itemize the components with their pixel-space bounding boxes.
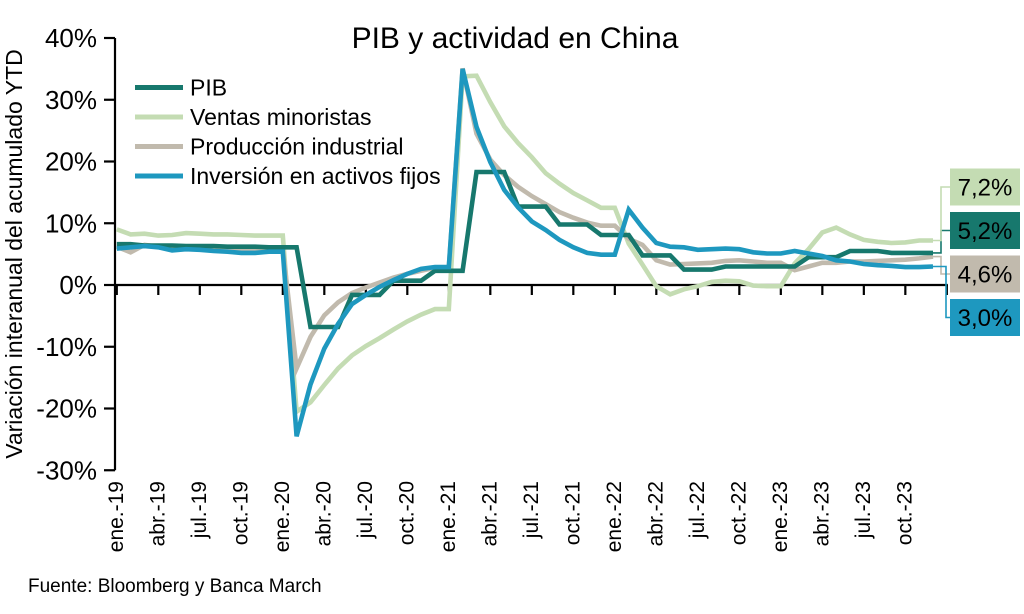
x-tick-label: jul.-22 [686,481,709,539]
x-tick-label: oct.-23 [893,481,916,545]
end-label-text-ventas-minoristas: 7,2% [958,175,1013,202]
x-tick-label: abr.-19 [146,481,169,546]
x-tick-label: ene.-22 [603,481,626,552]
x-tick-label: abr.-20 [312,481,335,546]
end-label-leader-lines [933,186,950,319]
source-caption: Fuente: Bloomberg y Banca March [28,576,322,597]
y-tick-label: 0% [59,270,97,300]
end-label-pib: 5,2% [950,212,1020,249]
y-tick-label: 30% [45,85,97,115]
y-tick-label: 10% [45,208,97,238]
end-label-produccion-industrial: 4,6% [950,255,1020,293]
series-line-pib [116,169,933,330]
series-line-produccion-industrial [115,67,934,378]
x-tick-label: oct.-22 [727,481,750,545]
legend-label-inversion-activos-fijos: Inversión en activos fijos [190,163,441,189]
x-tick-label: ene.-23 [769,481,792,552]
x-tick-label: abr.-23 [810,481,833,546]
x-tick-label: abr.-22 [644,481,667,546]
end-label-text-pib: 5,2% [958,218,1013,245]
y-tick-label: 40% [45,23,97,53]
end-label-box-produccion-industrial [950,255,1020,293]
legend-item-inversion-activos-fijos: Inversión en activos fijos [135,163,441,189]
x-tick-label: abr.-21 [478,481,501,546]
annotations: PIB y actividad en China Variación inter… [1,22,1020,597]
y-tick-label: 20% [45,147,97,177]
legend-item-pib: PIB [135,75,227,101]
y-axis-title: Variación interanual del acumulado YTD [1,49,27,459]
end-label-leader-inversion-activos-fijos [933,265,950,319]
x-tick-label: jul.-21 [520,481,543,539]
legend-item-produccion-industrial: Producción industrial [135,134,404,160]
series-line-inversion-activos-fijos [116,68,934,437]
legend-label-ventas-minoristas: Ventas minoristas [190,104,372,130]
y-tick-label: -10% [36,332,97,362]
end-label-leader-pib [933,229,950,254]
end-label-leader-produccion-industrial [933,255,950,275]
y-tick-label: -30% [36,455,97,485]
series-line-ventas-minoristas [116,73,933,416]
chart-title: PIB y actividad en China [352,22,679,55]
series-lines [115,67,934,437]
end-label-leader-ventas-minoristas [933,186,950,242]
end-label-ventas-minoristas: 7,2% [950,168,1020,206]
end-label-text-produccion-industrial: 4,6% [958,262,1013,289]
x-tick-label: oct.-21 [561,481,584,545]
x-tick-label: jul.-19 [188,481,211,539]
legend: PIB Ventas minoristas Producción industr… [135,75,441,189]
axes: 40% 30% 20% 10% 0% -10% -20% -30% ene.-19 abr.-19… [36,23,948,552]
x-tick-label: jul.-23 [852,481,875,539]
x-tick-label: ene.-19 [105,481,128,552]
x-tick-label: oct.-19 [229,481,252,545]
x-tick-label: jul.-20 [354,481,377,539]
x-tick-label: ene.-21 [437,481,460,552]
x-tick-label: ene.-20 [271,481,294,552]
legend-item-ventas-minoristas: Ventas minoristas [135,104,372,130]
end-label-box-pib [950,212,1020,249]
end-label-text-inversion-activos-fijos: 3,0% [958,305,1013,332]
x-tick-label: oct.-20 [395,481,418,545]
end-label-box-inversion-activos-fijos [950,299,1020,336]
legend-label-produccion-industrial: Producción industrial [190,134,404,160]
end-label-box-ventas-minoristas [950,168,1020,206]
legend-label-pib: PIB [190,75,227,101]
y-tick-label: -20% [36,394,97,424]
end-label-inversion-activos-fijos: 3,0% [950,299,1020,336]
